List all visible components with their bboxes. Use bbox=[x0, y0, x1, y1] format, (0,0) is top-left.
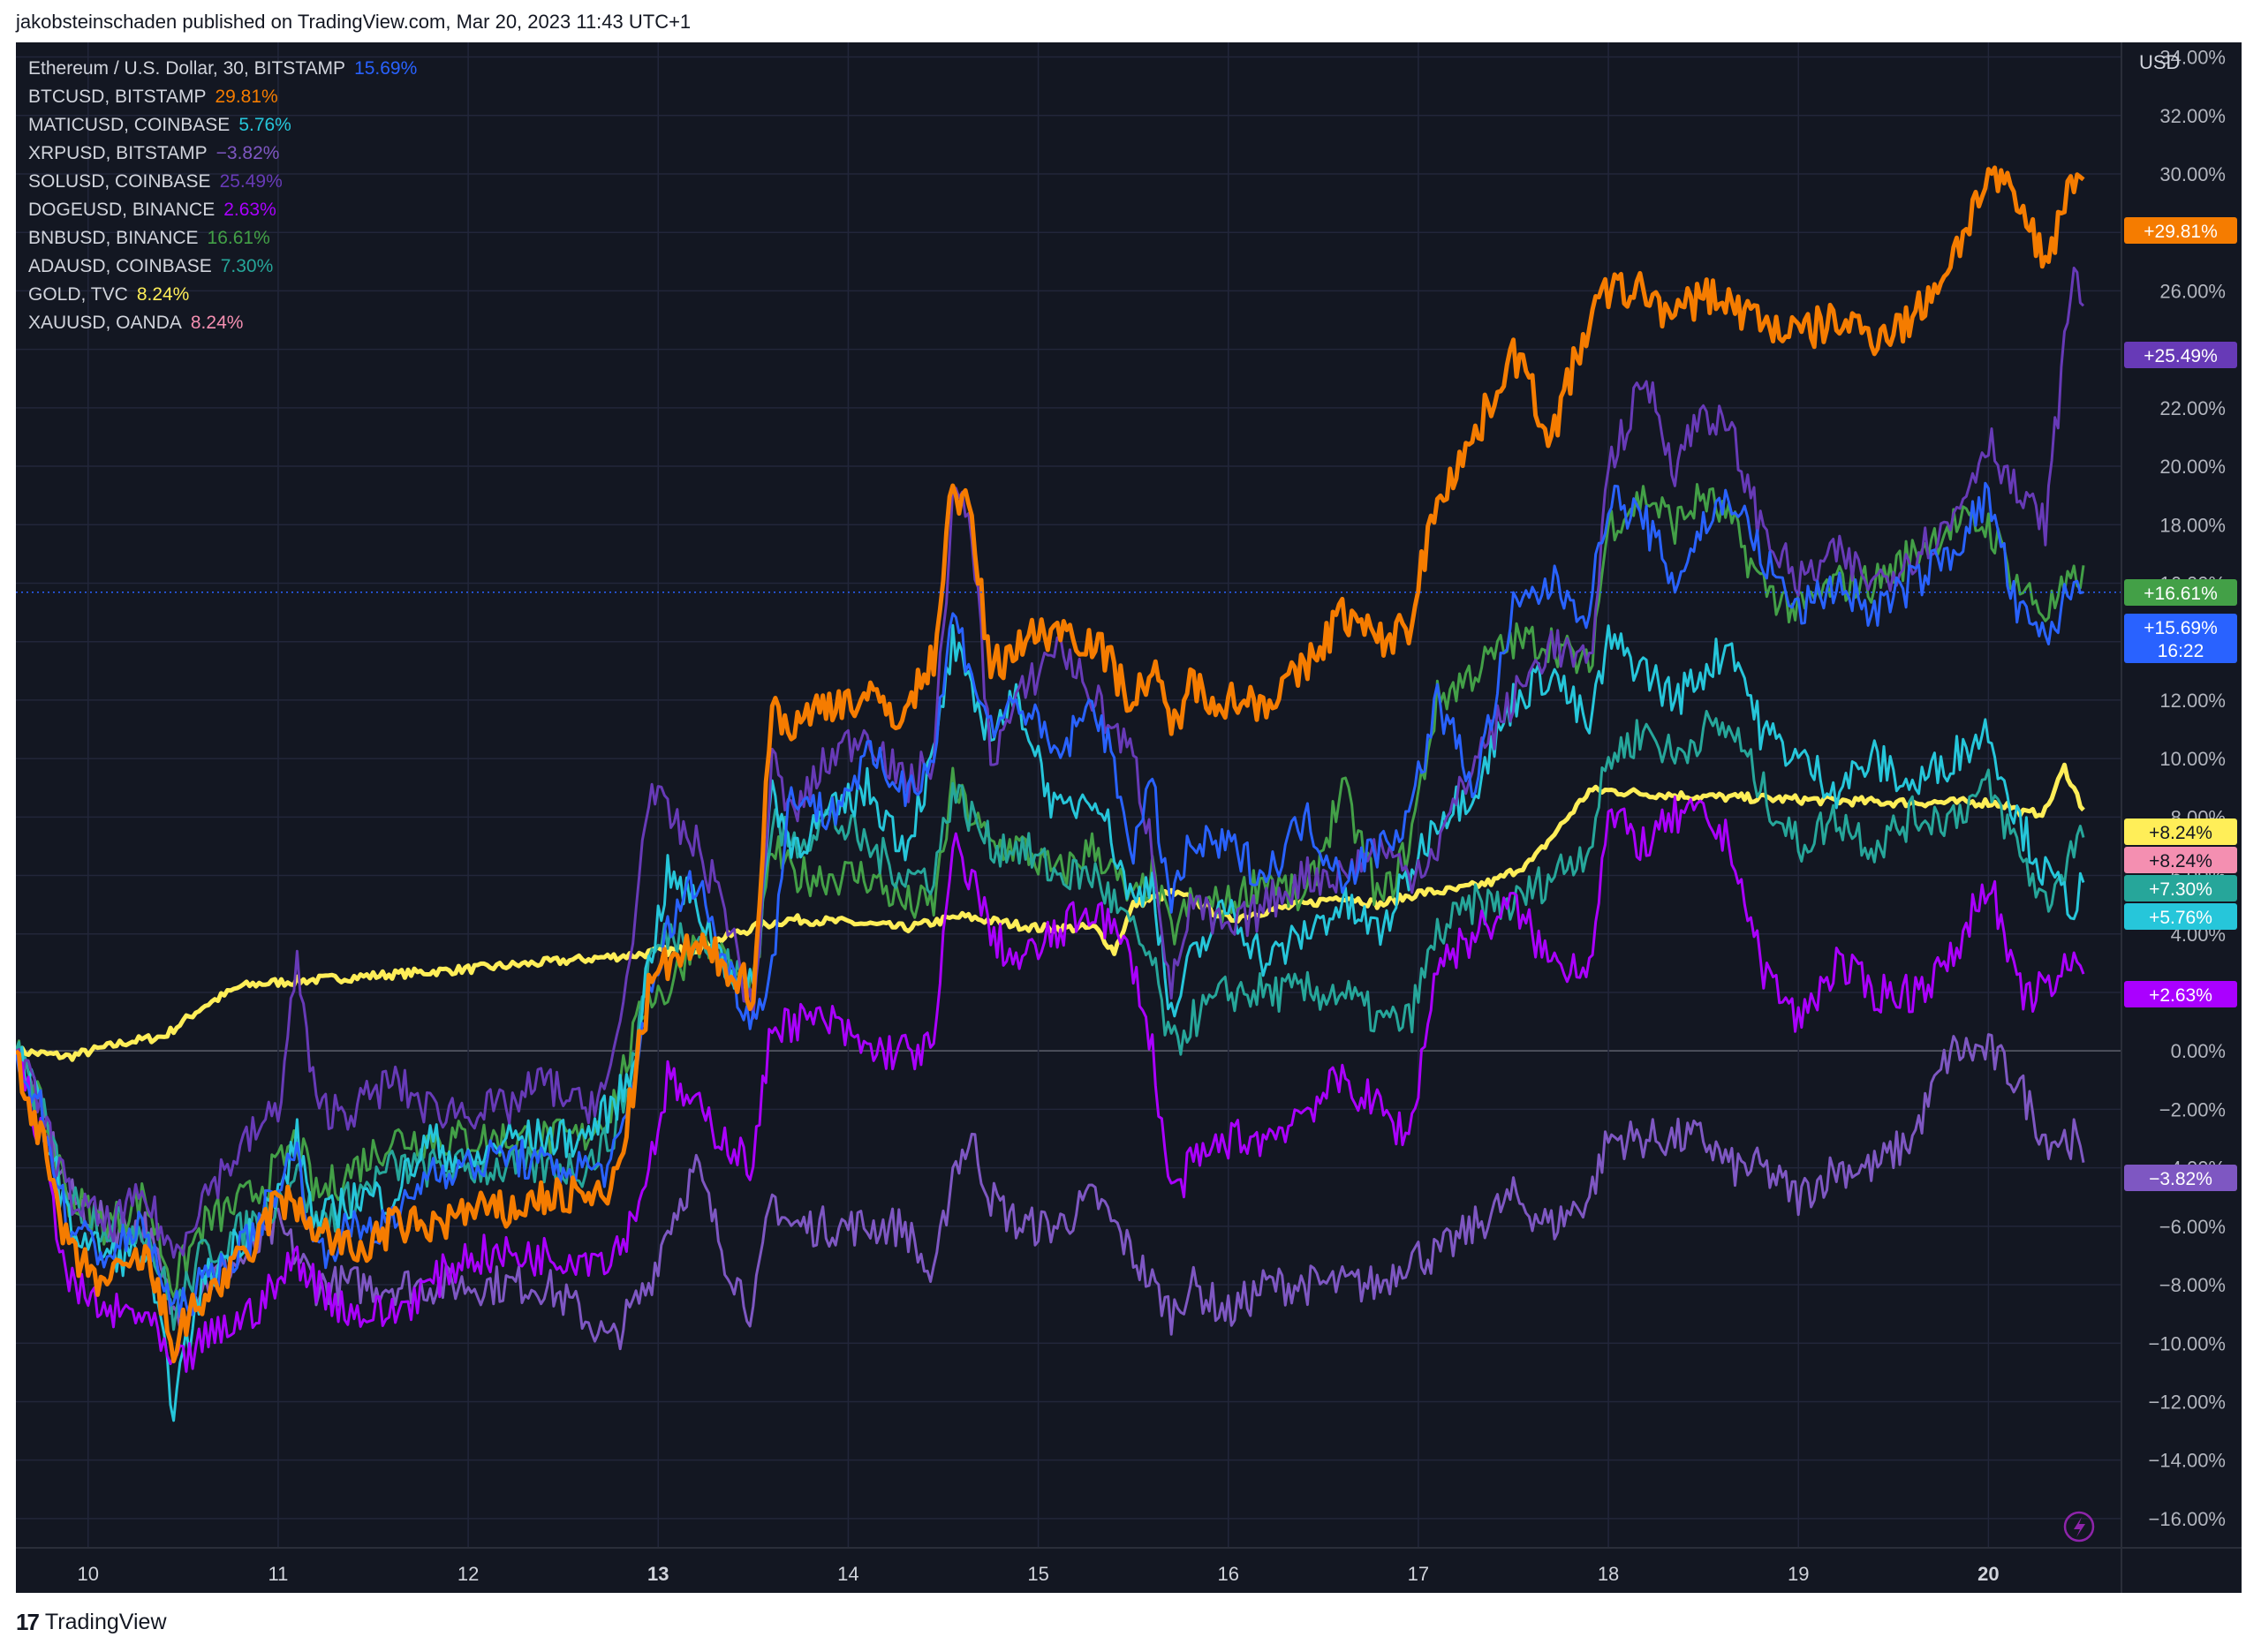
price-tag bbox=[2124, 614, 2237, 663]
y-tick-label: −6.00% bbox=[2159, 1216, 2226, 1238]
y-tick-label: 34.00% bbox=[2159, 47, 2226, 69]
x-tick-label: 14 bbox=[837, 1563, 858, 1585]
x-tick-label: 16 bbox=[1217, 1563, 1238, 1585]
price-tag-label: +15.69% bbox=[2144, 618, 2218, 638]
series-line bbox=[16, 623, 2085, 1422]
y-tick-label: −2.00% bbox=[2159, 1098, 2226, 1120]
legend-series-value: 7.30% bbox=[220, 256, 274, 276]
price-tag bbox=[2124, 981, 2237, 1007]
legend-series-name: MATICUSD, COINBASE bbox=[28, 115, 231, 135]
legend-series-name: ADAUSD, COINBASE bbox=[28, 256, 212, 276]
legend-series-value: 2.63% bbox=[223, 200, 276, 220]
price-tag bbox=[2124, 903, 2237, 930]
price-tag bbox=[2124, 847, 2237, 873]
x-tick-label: 12 bbox=[457, 1563, 479, 1585]
y-tick-label: −8.00% bbox=[2159, 1274, 2226, 1296]
legend-series-value: −3.82% bbox=[216, 143, 280, 163]
series-line bbox=[16, 796, 2085, 1373]
price-tag-label: +2.63% bbox=[2149, 985, 2212, 1006]
legend-row[interactable]: SOLUSD, COINBASE 25.49% bbox=[28, 168, 417, 196]
legend-series-name: XAUUSD, OANDA bbox=[28, 313, 182, 333]
legend-row[interactable]: XRPUSD, BITSTAMP −3.82% bbox=[28, 140, 417, 168]
footer-brand[interactable]: 17 TradingView bbox=[16, 1609, 167, 1636]
legend-series-value: 29.81% bbox=[215, 87, 278, 107]
x-tick-label: 11 bbox=[268, 1563, 289, 1585]
price-tag-label: +16.61% bbox=[2144, 584, 2218, 604]
y-tick-label: 32.00% bbox=[2159, 105, 2226, 127]
legend-series-value: 8.24% bbox=[190, 313, 244, 333]
series-line bbox=[16, 481, 2084, 1318]
price-tag-label: +29.81% bbox=[2144, 222, 2218, 242]
y-tick-label: 20.00% bbox=[2159, 456, 2226, 478]
x-tick-label: 17 bbox=[1408, 1563, 1429, 1585]
series-line bbox=[16, 710, 2085, 1331]
legend-series-value: 25.49% bbox=[219, 171, 283, 192]
legend-series-name: GOLD, TVC bbox=[28, 284, 128, 305]
y-tick-label: 10.00% bbox=[2159, 748, 2226, 770]
y-tick-label: 12.00% bbox=[2159, 690, 2226, 712]
legend-series-name: XRPUSD, BITSTAMP bbox=[28, 143, 208, 163]
x-tick-label: 10 bbox=[78, 1563, 99, 1585]
chart-canvas[interactable]: 34.00%32.00%30.00%28.00%26.00%24.00%22.0… bbox=[16, 42, 2242, 1593]
legend-series-value: 8.24% bbox=[136, 284, 190, 305]
y-tick-label: −10.00% bbox=[2149, 1332, 2226, 1354]
price-tag-label: −3.82% bbox=[2149, 1169, 2212, 1189]
legend-series-value: 5.76% bbox=[238, 115, 291, 135]
price-tag-label: +8.24% bbox=[2149, 851, 2212, 871]
grid-lines bbox=[16, 42, 2121, 1548]
price-tag-time: 16:22 bbox=[2158, 641, 2204, 661]
y-tick-label: 26.00% bbox=[2159, 280, 2226, 302]
y-axis-unit: USD bbox=[2139, 51, 2180, 73]
y-tick-label: 0.00% bbox=[2171, 1040, 2226, 1062]
price-tag-label: +5.76% bbox=[2149, 908, 2212, 928]
price-tag-label: +25.49% bbox=[2144, 346, 2218, 366]
price-tag bbox=[2124, 579, 2237, 606]
legend-row[interactable]: ADAUSD, COINBASE 7.30% bbox=[28, 253, 417, 281]
price-tag bbox=[2124, 342, 2237, 368]
x-tick-label: 15 bbox=[1027, 1563, 1048, 1585]
legend-row[interactable]: DOGEUSD, BINANCE 2.63% bbox=[28, 196, 417, 224]
legend-series-name: DOGEUSD, BINANCE bbox=[28, 200, 216, 220]
chart-pane[interactable]: 34.00%32.00%30.00%28.00%26.00%24.00%22.0… bbox=[16, 42, 2242, 1593]
legend-row[interactable]: BNBUSD, BINANCE 16.61% bbox=[28, 224, 417, 253]
legend-series-value: 15.69% bbox=[354, 58, 418, 79]
price-tag bbox=[2124, 1165, 2237, 1191]
x-tick-label: 13 bbox=[647, 1563, 669, 1585]
series-line bbox=[16, 165, 2085, 1364]
x-tick-label: 19 bbox=[1788, 1563, 1809, 1585]
series-legend: Ethereum / U.S. Dollar, 30, BITSTAMP 15.6… bbox=[28, 55, 417, 337]
y-tick-label: 22.00% bbox=[2159, 397, 2226, 419]
legend-row[interactable]: BTCUSD, BITSTAMP 29.81% bbox=[28, 83, 417, 111]
price-tag-label: +8.24% bbox=[2149, 823, 2212, 843]
x-tick-label: 20 bbox=[1977, 1563, 1999, 1585]
legend-row[interactable]: MATICUSD, COINBASE 5.76% bbox=[28, 111, 417, 140]
price-tag-label: +7.30% bbox=[2149, 879, 2212, 900]
series-lines bbox=[16, 165, 2121, 1422]
price-tag bbox=[2124, 217, 2237, 244]
legend-series-name: Ethereum / U.S. Dollar, 30, BITSTAMP bbox=[28, 58, 346, 79]
legend-series-name: BNBUSD, BINANCE bbox=[28, 228, 199, 248]
series-line bbox=[16, 1033, 2085, 1351]
y-tick-label: −14.00% bbox=[2149, 1450, 2226, 1472]
y-tick-label: 18.00% bbox=[2159, 514, 2226, 536]
price-tag bbox=[2124, 875, 2237, 901]
legend-series-value: 16.61% bbox=[207, 228, 270, 248]
series-line bbox=[16, 483, 2085, 1299]
tradingview-logo-icon: 17 bbox=[16, 1609, 40, 1635]
y-tick-label: −16.00% bbox=[2149, 1508, 2226, 1530]
lightning-icon[interactable] bbox=[2063, 1511, 2095, 1543]
y-tick-label: −12.00% bbox=[2149, 1391, 2226, 1413]
price-tag bbox=[2124, 818, 2237, 845]
x-tick-label: 18 bbox=[1598, 1563, 1619, 1585]
price-tags: +15.69% 16:22 +29.81% +5.76% −3.82% +25.49% +2… bbox=[2063, 217, 2237, 1543]
legend-row[interactable]: XAUUSD, OANDA 8.24% bbox=[28, 309, 417, 337]
legend-row[interactable]: GOLD, TVC 8.24% bbox=[28, 281, 417, 309]
brand-name: TradingView bbox=[44, 1610, 167, 1634]
legend-series-name: BTCUSD, BITSTAMP bbox=[28, 87, 207, 107]
published-attribution: jakobsteinschaden published on TradingVi… bbox=[16, 11, 692, 33]
legend-series-name: SOLUSD, COINBASE bbox=[28, 171, 211, 192]
legend-row[interactable]: Ethereum / U.S. Dollar, 30, BITSTAMP 15.6… bbox=[28, 55, 417, 83]
y-tick-label: 30.00% bbox=[2159, 163, 2226, 185]
series-line bbox=[16, 267, 2085, 1259]
